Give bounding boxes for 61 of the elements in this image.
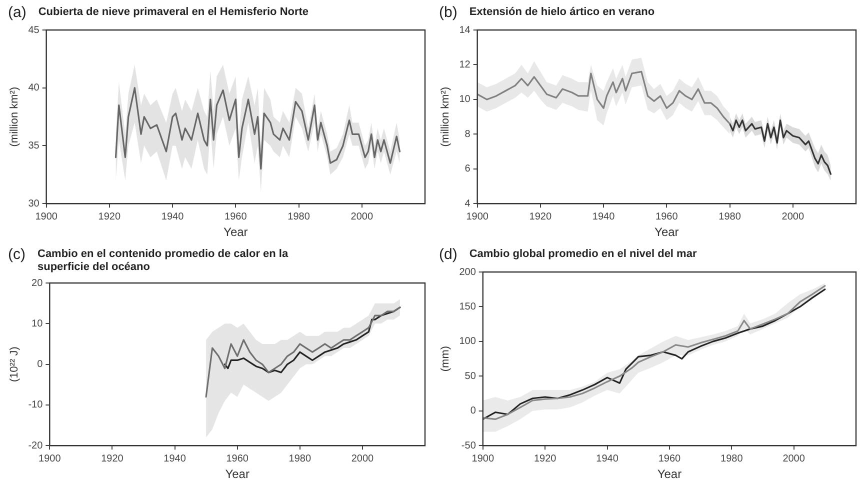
x-tick-label: 1900 <box>38 453 62 464</box>
y-axis-title: (10²² J) <box>8 346 21 382</box>
x-tick-label: 1940 <box>592 211 616 222</box>
x-tick-label: 1940 <box>161 211 184 222</box>
y-tick-label: 40 <box>28 82 40 94</box>
x-tick-label: 1980 <box>718 211 742 222</box>
y-tick-label: 10 <box>459 94 471 106</box>
x-tick-label: 1900 <box>466 211 489 222</box>
y-axis-title: (million km²) <box>440 86 452 147</box>
x-tick-label: 1920 <box>534 453 557 464</box>
y-tick-label: 50 <box>464 370 476 382</box>
chart-title: Cambio global promedio en el nivel del mar <box>469 247 697 261</box>
x-axis-title: Year <box>657 467 682 482</box>
x-tick-label: 1900 <box>472 453 494 464</box>
y-tick-label: 0 <box>470 406 476 417</box>
y-tick-label: 150 <box>459 301 476 312</box>
chart-title: Cubierta de nieve primaveral en el Hemisferio Norte <box>38 5 309 19</box>
y-tick-label: 200 <box>459 266 476 278</box>
y-axis-title: (mm) <box>440 346 452 372</box>
y-tick-label: -50 <box>461 440 476 452</box>
x-tick-label: 1940 <box>164 453 186 464</box>
x-axis-title: Year <box>225 467 250 482</box>
x-tick-label: 1920 <box>101 453 124 464</box>
x-tick-label: 1980 <box>288 211 310 222</box>
y-tick-label: 20 <box>32 278 44 289</box>
x-tick-label: 1980 <box>288 453 312 464</box>
x-tick-label: 1920 <box>98 211 121 222</box>
x-tick-label: 1960 <box>656 211 678 222</box>
y-axis-title: (million km²) <box>8 86 21 147</box>
x-tick-label: 1960 <box>658 453 681 464</box>
x-tick-label: 1940 <box>596 453 619 464</box>
x-tick-label: 1920 <box>529 211 552 222</box>
x-axis-title: Year <box>654 225 679 240</box>
text: (c) <box>8 246 26 263</box>
text: (b) <box>439 4 458 21</box>
y-tick-label: 4 <box>464 198 471 210</box>
y-tick-label: 6 <box>464 164 471 175</box>
y-tick-label: 0 <box>37 359 44 370</box>
y-tick-label: -20 <box>28 440 44 452</box>
text: (d) <box>439 246 458 263</box>
text: (a) <box>8 4 26 21</box>
y-tick-label: 10 <box>32 318 44 330</box>
x-tick-label: 1900 <box>35 211 58 222</box>
x-tick-label: 2000 <box>350 211 374 222</box>
x-axis-title: Year <box>224 225 248 240</box>
x-tick-label: 1960 <box>226 453 249 464</box>
x-tick-label: 1960 <box>224 211 248 222</box>
y-tick-label: 45 <box>28 24 40 36</box>
chart-title: Cambio en el contenido promedio de calor en la superficie del océano <box>38 247 290 274</box>
y-tick-label: 30 <box>28 198 40 210</box>
y-tick-label: 14 <box>459 24 471 36</box>
chart-title: Extensión de hielo ártico en verano <box>469 5 655 19</box>
x-tick-label: 2000 <box>351 453 374 464</box>
y-tick-label: -10 <box>28 400 44 411</box>
x-tick-label: 2000 <box>782 453 806 464</box>
y-tick-label: 35 <box>28 140 40 152</box>
y-tick-label: 12 <box>459 59 471 70</box>
y-tick-label: 8 <box>464 128 471 140</box>
y-tick-label: 100 <box>459 336 476 348</box>
x-tick-label: 1980 <box>720 453 744 464</box>
x-tick-label: 2000 <box>782 211 804 222</box>
